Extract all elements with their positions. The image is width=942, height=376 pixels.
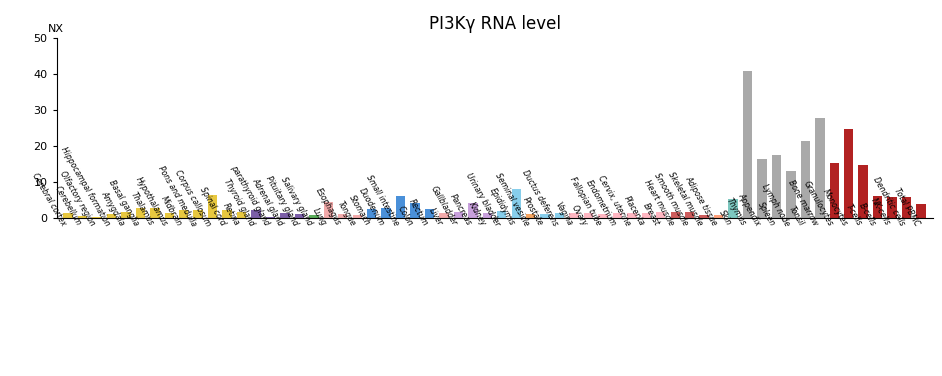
Bar	[917, 205, 926, 218]
Bar	[468, 203, 478, 218]
Bar	[396, 196, 405, 218]
Bar	[367, 209, 377, 218]
Bar	[324, 202, 333, 218]
Bar	[411, 203, 420, 218]
Bar	[338, 214, 348, 218]
Bar	[815, 118, 824, 218]
Bar	[482, 213, 492, 218]
Bar	[63, 213, 73, 218]
Bar	[92, 217, 102, 218]
Bar	[150, 208, 159, 218]
Bar	[280, 213, 289, 218]
Bar	[78, 216, 88, 218]
Bar	[685, 212, 694, 218]
Bar	[266, 217, 275, 218]
Bar	[714, 215, 723, 218]
Bar	[295, 214, 304, 218]
Bar	[136, 208, 145, 218]
Bar	[671, 212, 680, 218]
Bar	[382, 208, 391, 218]
Bar	[858, 165, 868, 218]
Bar	[873, 196, 883, 218]
Bar	[584, 213, 593, 218]
Bar	[627, 213, 637, 218]
Bar	[165, 213, 174, 218]
Bar	[497, 211, 507, 218]
Bar	[179, 210, 188, 218]
Bar	[541, 214, 550, 218]
Bar	[193, 210, 203, 218]
Bar	[656, 212, 665, 218]
Bar	[454, 212, 463, 218]
Bar	[844, 129, 853, 218]
Bar	[352, 215, 362, 218]
Bar	[236, 212, 246, 218]
Bar	[106, 214, 116, 218]
Bar	[757, 159, 767, 218]
Bar	[598, 214, 608, 218]
Bar	[425, 209, 434, 218]
Bar	[122, 212, 131, 218]
Bar	[222, 211, 232, 218]
Bar	[743, 71, 753, 218]
Bar	[700, 215, 709, 218]
Bar	[787, 171, 796, 218]
Bar	[901, 197, 911, 218]
Bar	[512, 189, 521, 218]
Text: NX: NX	[48, 24, 64, 34]
Bar	[830, 163, 839, 218]
Bar	[439, 213, 448, 218]
Bar	[208, 195, 218, 218]
Bar	[887, 197, 897, 218]
Bar	[728, 199, 738, 218]
Bar	[642, 213, 651, 218]
Bar	[612, 213, 622, 218]
Bar	[309, 215, 318, 218]
Title: PI3Kγ RNA level: PI3Kγ RNA level	[429, 15, 560, 33]
Bar	[801, 141, 810, 218]
Bar	[526, 214, 535, 218]
Bar	[555, 213, 564, 218]
Bar	[771, 155, 781, 218]
Bar	[252, 211, 261, 218]
Bar	[569, 213, 578, 218]
